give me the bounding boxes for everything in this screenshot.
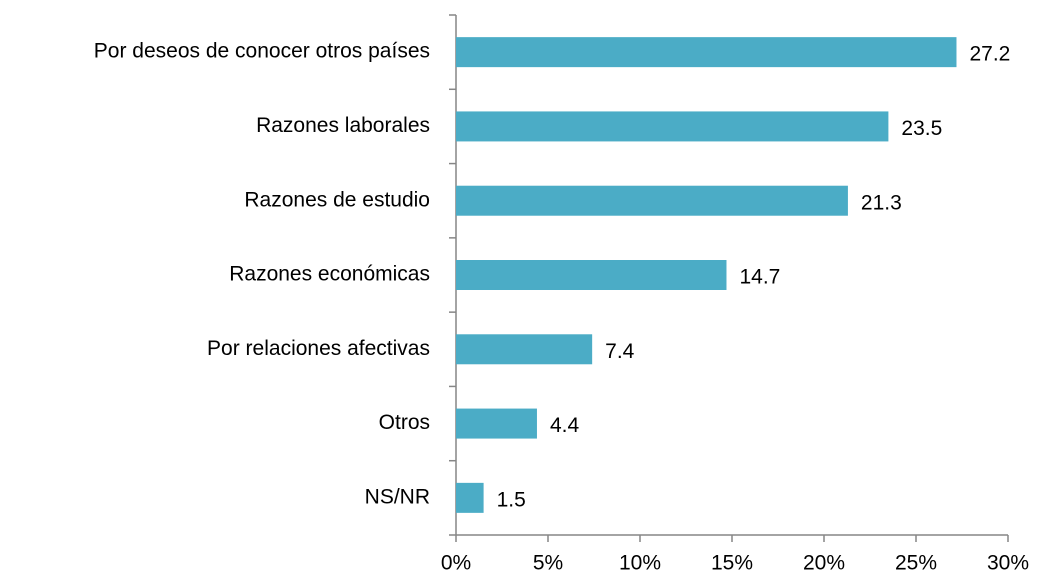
data-label: 4.4 <box>550 414 580 437</box>
bar <box>456 334 593 365</box>
data-label: 27.2 <box>969 43 1010 66</box>
x-tick-label: 20% <box>803 552 845 575</box>
y-tick-label: Otros <box>379 411 430 434</box>
data-label: 7.4 <box>605 340 635 363</box>
y-tick-label: Razones laborales <box>256 114 430 137</box>
bar <box>456 37 957 68</box>
x-tick-label: 5% <box>533 552 563 575</box>
bar <box>456 482 484 513</box>
y-tick-label: Razones de estudio <box>244 188 430 211</box>
bar <box>456 408 537 439</box>
data-label: 23.5 <box>901 117 942 140</box>
x-tick-label: 25% <box>895 552 937 575</box>
bar <box>456 185 848 216</box>
x-tick-label: 15% <box>711 552 753 575</box>
data-label: 21.3 <box>861 191 902 214</box>
x-tick-label: 0% <box>441 552 471 575</box>
bar <box>456 260 727 290</box>
x-tick-label: 10% <box>619 552 661 575</box>
y-tick-label: NS/NR <box>365 485 430 508</box>
data-label: 14.7 <box>739 266 780 289</box>
y-tick-label: Razones económicas <box>229 263 430 286</box>
y-tick-label: Por relaciones afectivas <box>207 337 430 360</box>
bar <box>456 111 889 142</box>
x-tick-label: 30% <box>987 552 1029 575</box>
data-label: 1.5 <box>497 488 526 511</box>
y-tick-label: Por deseos de conocer otros países <box>94 40 430 63</box>
